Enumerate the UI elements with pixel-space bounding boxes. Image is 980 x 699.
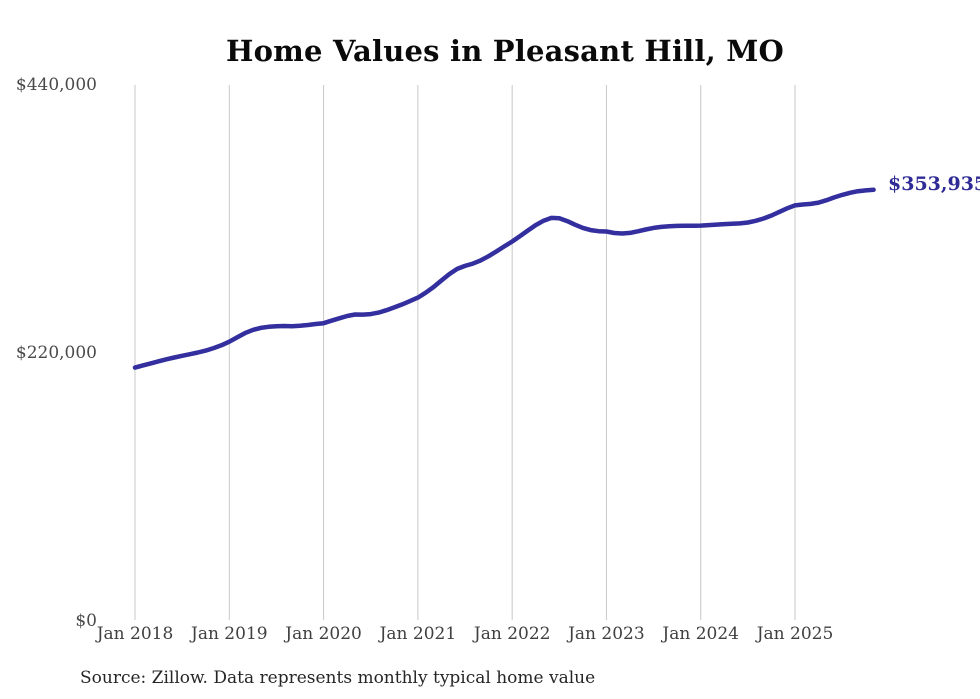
- x-tick-jan-2022: Jan 2022: [473, 624, 551, 644]
- x-tick-jan-2023: Jan 2023: [568, 624, 645, 644]
- chart-title: Home Values in Pleasant Hill, MO: [226, 34, 784, 68]
- x-tick-jan-2018: Jan 2018: [96, 624, 174, 644]
- y-tick-440000: $440,000: [15, 75, 97, 95]
- x-tick-jan-2019: Jan 2019: [191, 624, 268, 644]
- latest-value-label: $353,935: [888, 173, 980, 195]
- x-tick-jan-2021: Jan 2021: [379, 624, 457, 644]
- y-tick-0: $0: [75, 611, 97, 631]
- x-tick-jan-2025: Jan 2025: [756, 624, 834, 644]
- y-tick-220000: $220,000: [15, 343, 97, 363]
- source-note: Source: Zillow. Data represents monthly …: [80, 668, 596, 688]
- home-value-line: [132, 187, 876, 370]
- gridlines: [134, 85, 796, 620]
- x-tick-jan-2020: Jan 2020: [285, 624, 362, 644]
- x-tick-jan-2024: Jan 2024: [662, 624, 739, 644]
